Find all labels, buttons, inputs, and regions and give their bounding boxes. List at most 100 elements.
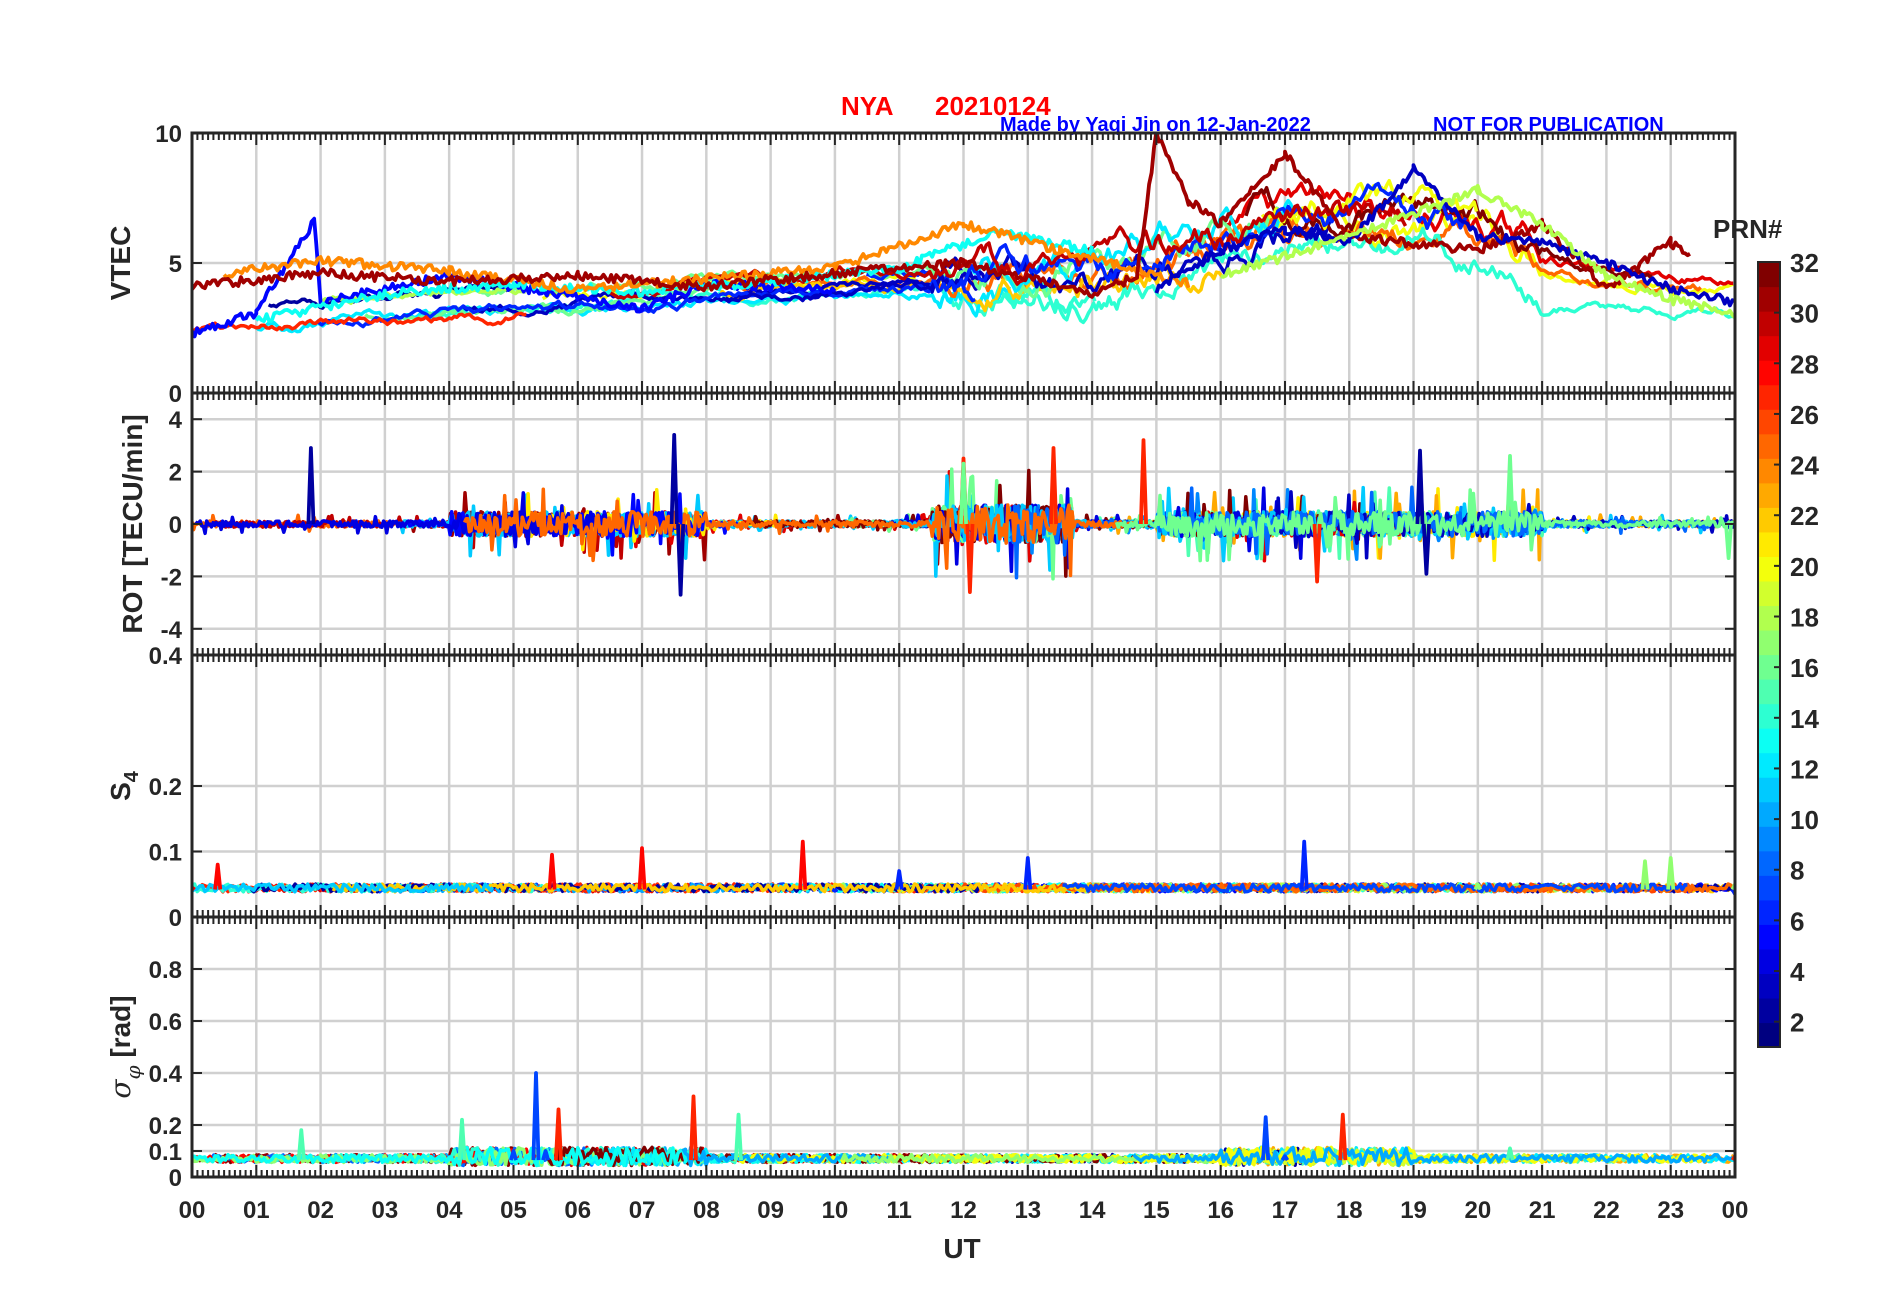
colorbar-tick-label: 14 xyxy=(1790,704,1819,734)
panel-vtec: 0 5 10 VTEC xyxy=(105,121,1737,408)
series-line-prn-25 xyxy=(462,487,1134,578)
x-tick-label: 22 xyxy=(1593,1197,1620,1224)
colorbar-swatch xyxy=(1758,948,1780,975)
x-tick-label: 03 xyxy=(372,1197,399,1224)
colorbar-swatch xyxy=(1758,826,1780,852)
panel-sigma: 00.10.2 0.4 0.6 0.8σφ [rad] xyxy=(104,915,1737,1192)
series-line-prn-14 xyxy=(992,226,1735,325)
y-tick-label: 0.2 xyxy=(149,1113,182,1140)
series-line-prn-16 xyxy=(1114,488,1735,563)
series-group xyxy=(192,839,1735,896)
y-tick-label: 10 xyxy=(155,121,182,148)
colorbar-swatch xyxy=(1758,679,1780,705)
y-tick-label: 0.1 xyxy=(149,1139,182,1166)
colorbar-swatch xyxy=(1758,801,1780,827)
series-group xyxy=(192,433,1735,597)
x-ticks xyxy=(191,133,1736,393)
colorbar-tick-label: 4 xyxy=(1790,957,1805,987)
y-tick-label: 0.2 xyxy=(149,774,182,801)
colorbar-tick-label: 22 xyxy=(1790,501,1819,531)
series-line-prn-13 xyxy=(254,228,1094,323)
series-line-prn-6 xyxy=(866,181,1468,294)
x-tick-label: 15 xyxy=(1143,1197,1170,1224)
series-line-prn-16 xyxy=(959,454,1733,560)
colorbar-label: PRN# xyxy=(1713,214,1783,244)
series-line-prn-27 xyxy=(959,438,1322,594)
x-tick-label: 17 xyxy=(1272,1197,1299,1224)
colorbar-swatch xyxy=(1758,409,1780,435)
colorbar-tick-label: 10 xyxy=(1790,805,1819,835)
x-ticks xyxy=(191,917,1736,1177)
credit-text: Made by Yaqi Jin on 12-Jan-2022 xyxy=(1000,114,1311,136)
series-group xyxy=(192,133,1735,339)
series-line-prn-15 xyxy=(296,1112,1515,1161)
y-tick-label: 0 xyxy=(169,905,182,932)
colorbar-frame xyxy=(1757,261,1781,1048)
colorbar-swatch xyxy=(1758,1022,1780,1048)
y-axis-label-sigma: σφ [rad] xyxy=(104,995,145,1098)
colorbar-swatch xyxy=(1758,262,1780,288)
colorbar-swatch xyxy=(1758,629,1780,656)
series-line-prn-18 xyxy=(1220,183,1735,320)
colorbar-tick-label: 20 xyxy=(1790,552,1819,582)
x-tick-label: 19 xyxy=(1400,1197,1427,1224)
colorbar-tick-label: 8 xyxy=(1790,856,1804,886)
colorbar-swatch xyxy=(1758,728,1780,754)
colorbar-tick-label: 6 xyxy=(1790,906,1804,936)
y-tick-label: 0.4 xyxy=(149,643,183,670)
series-line-prn-28 xyxy=(192,839,1735,892)
series-line-prn-11 xyxy=(192,882,495,894)
x-tick-label: 00 xyxy=(179,1197,206,1224)
colorbar-swatch xyxy=(1758,924,1780,950)
series-line-prn-2 xyxy=(306,433,1431,597)
colorbar-swatch xyxy=(1758,335,1780,361)
colorbar-swatch xyxy=(1758,605,1780,631)
y-axis-label-rot: ROT [TECU/min] xyxy=(117,414,148,633)
x-tick-label: 12 xyxy=(950,1197,977,1224)
x-axis-label: UT xyxy=(943,1233,980,1264)
x-tick-label: 07 xyxy=(629,1197,656,1224)
colorbar-swatch xyxy=(1758,286,1780,312)
series-line-prn-7 xyxy=(1062,882,1688,894)
series-group xyxy=(192,1071,1735,1168)
notice-text: NOT FOR PUBLICATION xyxy=(1433,114,1664,136)
colorbar-swatch xyxy=(1758,703,1780,729)
colorbar-swatch xyxy=(1758,507,1780,533)
series-line-prn-6 xyxy=(831,839,1735,896)
x-tick-label: 16 xyxy=(1207,1197,1234,1224)
x-tick-labels: 00 01 02 03 04 05 06 07 08 09 10 11 12 13 14 15 16 17 18 19… xyxy=(179,1197,1749,1224)
x-tick-label: 02 xyxy=(307,1197,334,1224)
y-tick-label: 0.4 xyxy=(149,1061,183,1088)
y-tick-label: 5 xyxy=(169,251,182,278)
x-tick-label: 04 xyxy=(436,1197,463,1224)
y-tick-label: 0.8 xyxy=(149,957,182,984)
colorbar-swatch xyxy=(1758,556,1780,582)
chart-title-station: NYA xyxy=(841,91,894,121)
x-tick-label: 09 xyxy=(757,1197,784,1224)
series-line-prn-7 xyxy=(509,1071,1290,1162)
series-line-prn-14 xyxy=(421,276,1097,322)
colorbar-swatch xyxy=(1758,899,1780,925)
colorbar-tick-label: 16 xyxy=(1790,653,1819,683)
chart-title-date: 20210124 xyxy=(935,91,1051,121)
colorbar-tick-label: 28 xyxy=(1790,349,1819,379)
y-tick-label: 4 xyxy=(169,407,183,434)
colorbar-swatch xyxy=(1758,384,1780,410)
x-tick-label: 00 xyxy=(1722,1197,1749,1224)
colorbar-swatch xyxy=(1758,360,1780,386)
y-axis-label-vtec: VTEC xyxy=(105,226,136,301)
x-tick-label: 23 xyxy=(1657,1197,1684,1224)
x-tick-label: 11 xyxy=(887,1197,912,1224)
colorbar-swatch xyxy=(1758,997,1780,1024)
x-tick-label: 08 xyxy=(693,1197,720,1224)
panel-s4: 00.10.20.4S4 xyxy=(105,643,1737,932)
colorbar-tick-label: 12 xyxy=(1790,754,1819,784)
colorbar-swatch xyxy=(1758,752,1780,778)
series-line-prn-20 xyxy=(736,1147,1310,1167)
y-tick-label: 0 xyxy=(169,512,182,539)
x-tick-label: 01 xyxy=(243,1197,270,1224)
series-line-prn-27 xyxy=(192,311,527,333)
x-tick-label: 18 xyxy=(1336,1197,1363,1224)
colorbar-swatch xyxy=(1758,531,1780,557)
